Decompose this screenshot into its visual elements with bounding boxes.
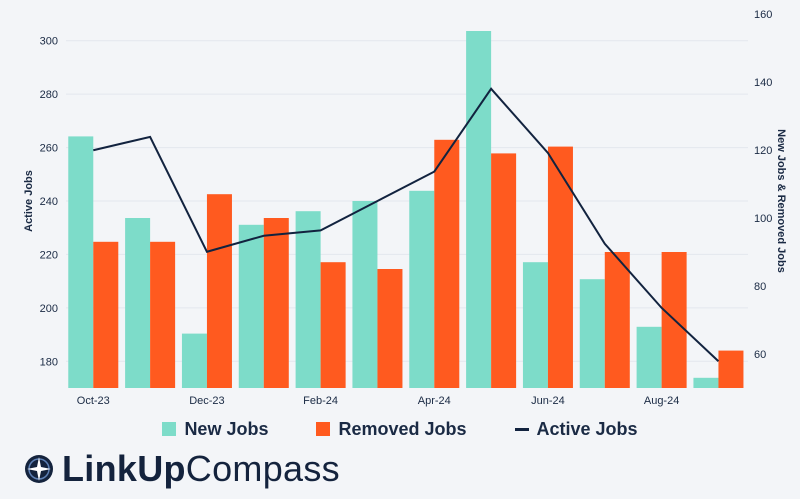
y2-axis-title: New Jobs & Removed Jobs [775,129,787,273]
bar-new-jobs [68,136,94,388]
legend: New Jobs Removed Jobs Active Jobs [0,414,800,444]
line-active-jobs [93,87,720,363]
x-tick-label: Aug-24 [644,395,679,407]
legend-new-jobs[interactable]: New Jobs [162,419,268,440]
legend-new-jobs-label: New Jobs [184,418,269,439]
brand-bold: LinkUp [62,448,186,489]
brand-logo: LinkUpCompass [62,448,340,490]
brand-light: Compass [185,448,340,489]
y2-tick-label: 60 [754,349,766,361]
bar-removed-jobs [320,262,346,388]
bar-removed-jobs [547,146,573,388]
legend-removed-jobs[interactable]: Removed Jobs [316,418,467,440]
bar-removed-jobs [206,194,232,388]
bar-new-jobs [693,377,719,388]
legend-removed-jobs-label: Removed Jobs [338,418,467,439]
y2-tick-label: 100 [754,213,772,225]
x-tick-label: Dec-23 [189,395,224,407]
y2-tick-label: 160 [754,9,772,21]
y2-tick-label: 140 [754,77,772,89]
bar-removed-jobs [93,241,119,388]
bar-new-jobs [466,31,492,388]
x-tick-label: Oct-23 [77,395,110,407]
y-tick-label: 220 [40,249,58,261]
bar-new-jobs [125,218,151,388]
bar-removed-jobs [434,139,460,388]
x-tick-label: Feb-24 [303,395,338,407]
bar-new-jobs [238,224,264,388]
y-tick-label: 240 [40,196,58,208]
brand: LinkUpCompass [24,448,340,490]
new-jobs-swatch [162,422,177,436]
y-tick-label: 300 [40,36,58,48]
y-tick-label: 200 [40,303,58,315]
compass-star-icon [25,455,53,483]
y-axis-title: Active Jobs [23,170,35,232]
removed-jobs-swatch [316,422,331,436]
bar-removed-jobs [263,218,289,388]
y-tick-label: 260 [40,143,58,155]
bar-new-jobs [295,211,321,388]
x-tick-label: Jun-24 [531,395,565,407]
bar-removed-jobs [491,153,517,388]
bar-new-jobs [522,262,548,388]
bar-new-jobs [636,326,662,388]
bar-new-jobs [181,333,207,388]
bar-removed-jobs [150,241,176,388]
bar-new-jobs [579,279,605,388]
legend-active-jobs[interactable]: Active Jobs [514,418,638,440]
legend-active-jobs-label: Active Jobs [536,418,638,439]
bar-removed-jobs [604,252,630,388]
y-tick-label: 280 [40,89,58,101]
bar-new-jobs [352,201,378,388]
x-tick-label: Apr-24 [418,395,451,407]
y2-tick-label: 120 [754,145,772,157]
bar-new-jobs [409,190,435,388]
chart: 180 200 220 240 260 280 300 60 80 100 120 140 160 Oct… [23,9,787,407]
bar-removed-jobs [377,269,403,388]
y2-tick-label: 80 [754,281,766,293]
y-tick-label: 180 [40,356,58,368]
bar-removed-jobs [718,350,744,388]
active-jobs-swatch [514,427,529,431]
